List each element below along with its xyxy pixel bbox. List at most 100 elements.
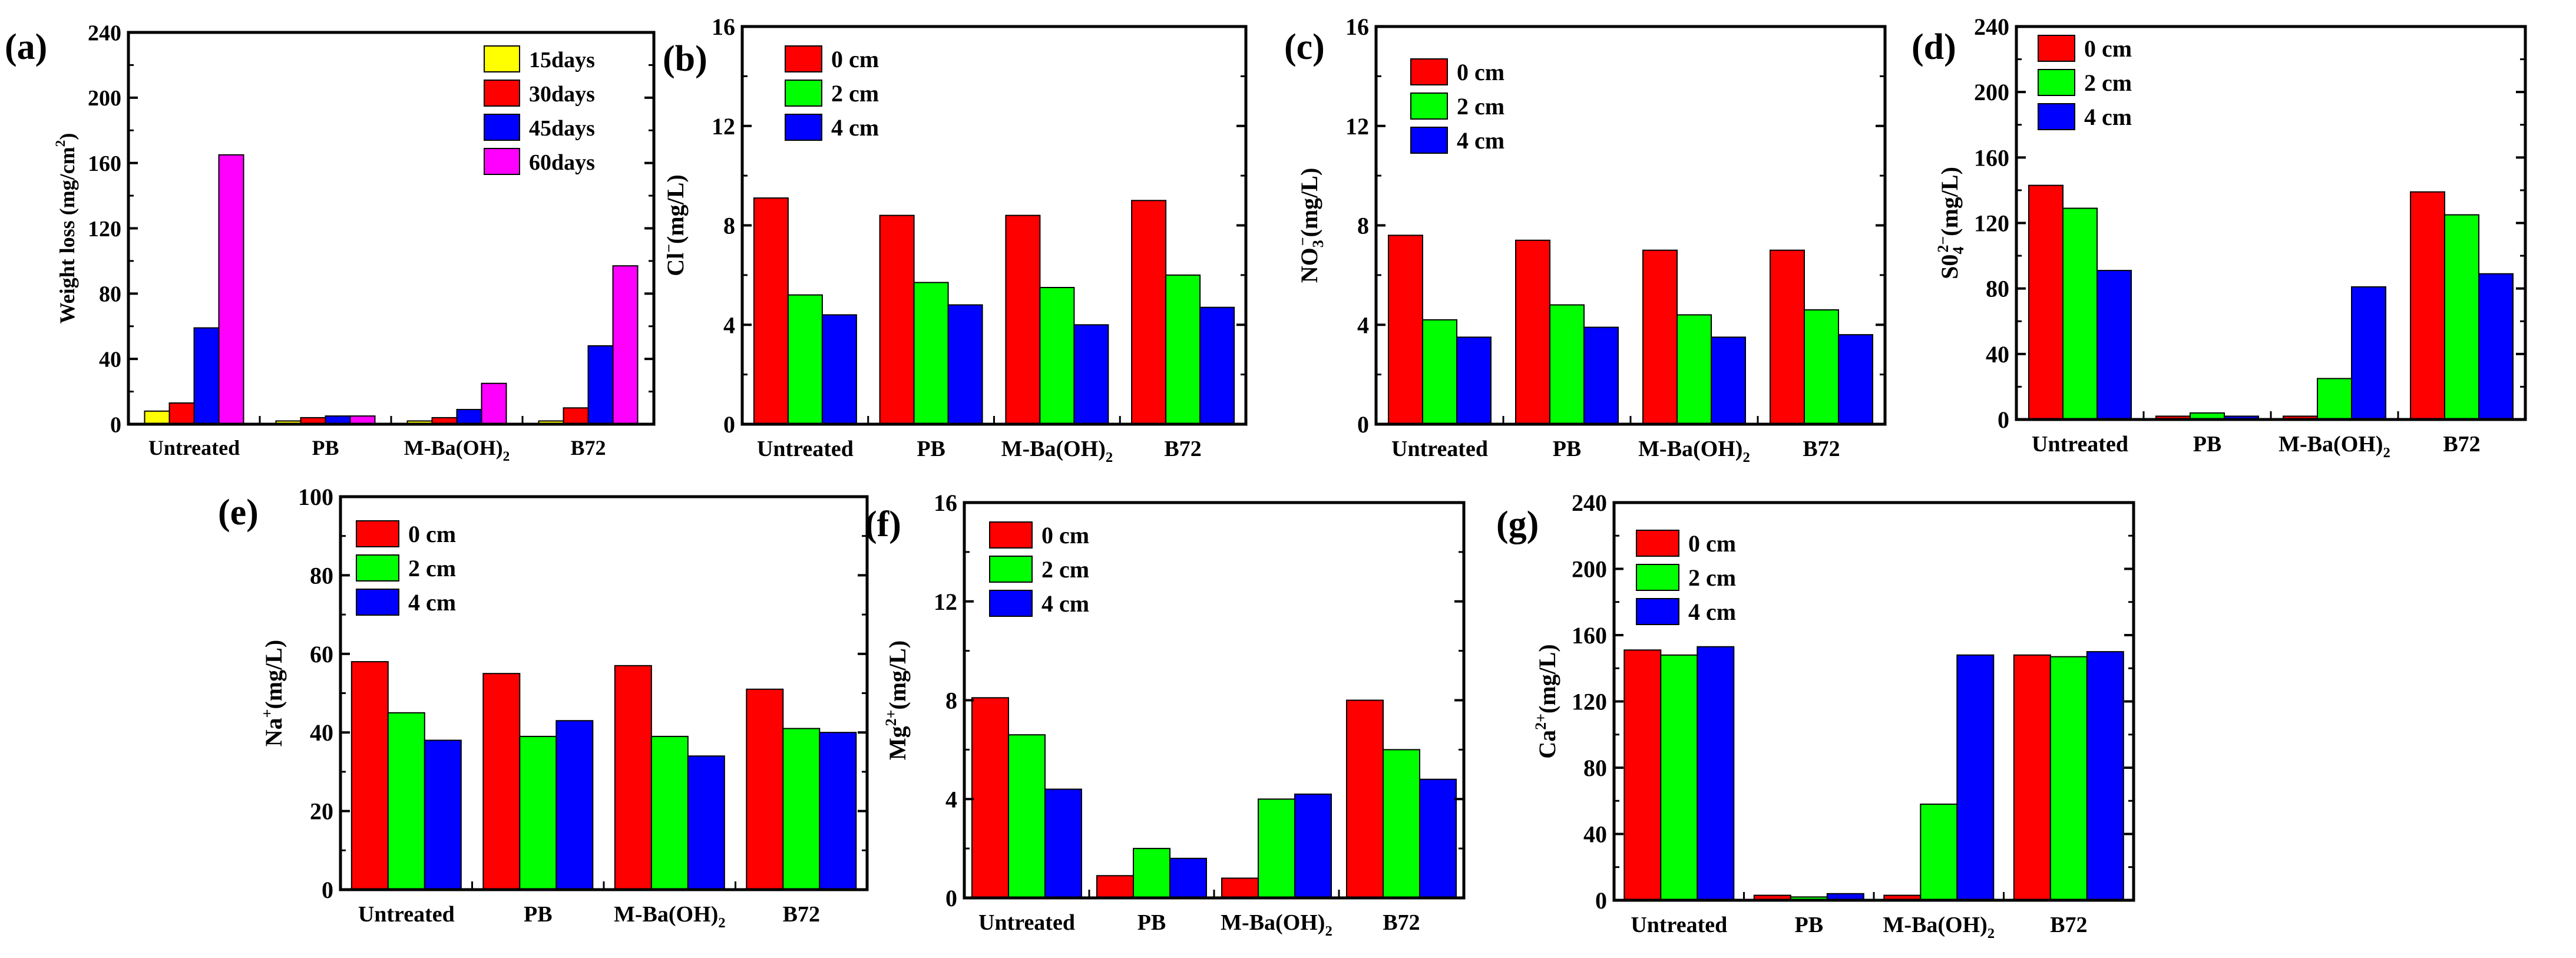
bar-60days-MBaOH: [481, 382, 507, 425]
legend-swatch: [484, 114, 520, 141]
chart-panel-2: Untreated PB M-Ba(OH)2 B72 0 4 8 12 16 Cl−(mg/L) 0…: [660, 14, 1248, 465]
legend-entry: 60days: [529, 150, 595, 175]
legend-swatch: [1636, 530, 1679, 557]
x-tick-label: M-Ba(OH)2: [1638, 437, 1750, 465]
bar-2cm-B72: [1165, 274, 1201, 425]
y-tick-label: 0: [945, 885, 957, 911]
legend-entry: 2 cm: [1041, 556, 1089, 583]
y-tick-label: 80: [310, 562, 333, 589]
x-tick-label: Untreated: [358, 902, 455, 927]
bar-60days-Untreated: [218, 154, 244, 425]
y-tick-label: 12: [1345, 113, 1369, 140]
bar-0cm-PB: [1515, 239, 1550, 425]
bar-2cm-Untreated: [1660, 654, 1698, 901]
legend-entry: 15days: [529, 48, 595, 72]
legend: 0 cm 2 cm 4 cm: [1410, 58, 1504, 154]
x-tick-label: Untreated: [1631, 913, 1727, 937]
x-tick-label: PB: [917, 437, 945, 461]
y-tick-label: 0: [723, 411, 735, 438]
bar-4cm-PB: [1169, 857, 1207, 899]
bar-2cm-MBaOH: [650, 735, 689, 891]
legend-swatch: [2038, 35, 2075, 62]
bar-2cm-PB: [519, 735, 557, 891]
legend-swatch: [1636, 564, 1679, 591]
bar-45days-MBaOH: [456, 409, 482, 425]
x-tick-label: M-Ba(OH)2: [1001, 437, 1113, 465]
bar-4cm-MBaOH: [1711, 336, 1746, 425]
x-tick-label: PB: [524, 902, 553, 927]
bar-0cm-Untreated: [971, 697, 1009, 899]
bar-30days-B72: [563, 407, 589, 425]
x-tick-label: PB: [1553, 437, 1582, 461]
panel-label: (c): [1284, 27, 1325, 67]
legend-swatch: [484, 45, 520, 72]
legend-entry: 4 cm: [1041, 590, 1089, 617]
x-tick-label: PB: [1137, 910, 1166, 935]
legend-entry: 4 cm: [2084, 104, 2132, 130]
legend: 0 cm 2 cm 4 cm: [785, 45, 879, 141]
bar-0cm-Untreated: [1623, 649, 1662, 901]
bar-0cm-B72: [2410, 191, 2445, 420]
chart-panel-6: Untreated PB M-Ba(OH)2 B72 0 4 8 12 16 Mg2+(mg/L)…: [865, 490, 1466, 939]
bar-4cm-PB: [947, 304, 983, 425]
panel-label: (e): [218, 493, 259, 533]
y-tick-label: 20: [310, 798, 333, 825]
y-tick-label: 16: [934, 490, 957, 516]
x-tick-label: Untreated: [148, 436, 240, 460]
legend-entry: 0 cm: [408, 521, 456, 547]
y-tick-label: 240: [88, 21, 121, 45]
bar-4cm-B72: [819, 732, 857, 890]
y-axis-label: Na+(mg/L): [259, 640, 287, 746]
y-tick-label: 80: [1583, 755, 1607, 781]
legend-swatch: [1410, 93, 1448, 120]
y-tick-label: 200: [1974, 79, 2009, 105]
x-tick-label: B72: [1803, 437, 1840, 461]
y-tick-label: 0: [1998, 407, 2009, 433]
legend-swatch: [1410, 58, 1448, 85]
y-axis-label: NO3−(mg/L): [1294, 168, 1327, 283]
y-tick-label: 80: [99, 282, 121, 307]
x-tick-label: PB: [1795, 913, 1824, 937]
bar-0cm-MBaOH: [1642, 249, 1678, 425]
bar-2cm-MBaOH: [1920, 803, 1958, 901]
y-axis-label: Mg2+(mg/L): [882, 640, 911, 760]
bar-4cm-Untreated: [1697, 646, 1735, 901]
bar-60days-B72: [612, 265, 639, 425]
legend-swatch: [484, 148, 520, 175]
bar-0cm-PB: [879, 214, 915, 425]
bar-2cm-MBaOH: [1039, 287, 1075, 425]
legend-entry: 2 cm: [408, 555, 456, 582]
legend-swatch: [989, 590, 1033, 617]
bar-0cm-B72: [1131, 200, 1167, 425]
legend-swatch: [2038, 69, 2075, 96]
y-tick-label: 16: [712, 14, 735, 40]
y-tick-label: 8: [723, 213, 735, 239]
x-tick-label: M-Ba(OH)2: [404, 436, 510, 464]
bar-4cm-B72: [2478, 273, 2514, 421]
bar-4cm-B72: [1838, 334, 1873, 425]
legend-entry: 30days: [529, 82, 595, 107]
y-tick-label: 0: [1357, 411, 1369, 438]
y-tick-label: 200: [1572, 556, 1607, 583]
bar-4cm-Untreated: [2096, 270, 2132, 420]
bar-0cm-PB: [1096, 875, 1134, 899]
y-tick-label: 4: [945, 786, 957, 812]
y-tick-label: 60: [310, 641, 333, 668]
bar-4cm-MBaOH: [1073, 324, 1109, 425]
x-tick-label: M-Ba(OH)2: [1221, 910, 1332, 939]
bar-0cm-B72: [2013, 654, 2051, 901]
bar-0cm-B72: [1346, 699, 1384, 898]
y-tick-label: 4: [1357, 312, 1369, 338]
bar-4cm-MBaOH: [2351, 286, 2386, 420]
bar-4cm-MBaOH: [1956, 654, 1995, 901]
panel-label: (g): [1496, 504, 1539, 544]
y-tick-label: 120: [88, 217, 121, 242]
y-axis-label: Cl−(mg/L): [660, 174, 689, 276]
bar-0cm-MBaOH: [1005, 214, 1041, 425]
legend-swatch: [1636, 598, 1679, 625]
bar-0cm-PB: [482, 673, 521, 890]
panel-label: (f): [865, 504, 901, 544]
bar-2cm-Untreated: [2062, 207, 2098, 420]
panel-label: (d): [1912, 27, 1956, 67]
y-tick-label: 0: [1595, 887, 1607, 914]
